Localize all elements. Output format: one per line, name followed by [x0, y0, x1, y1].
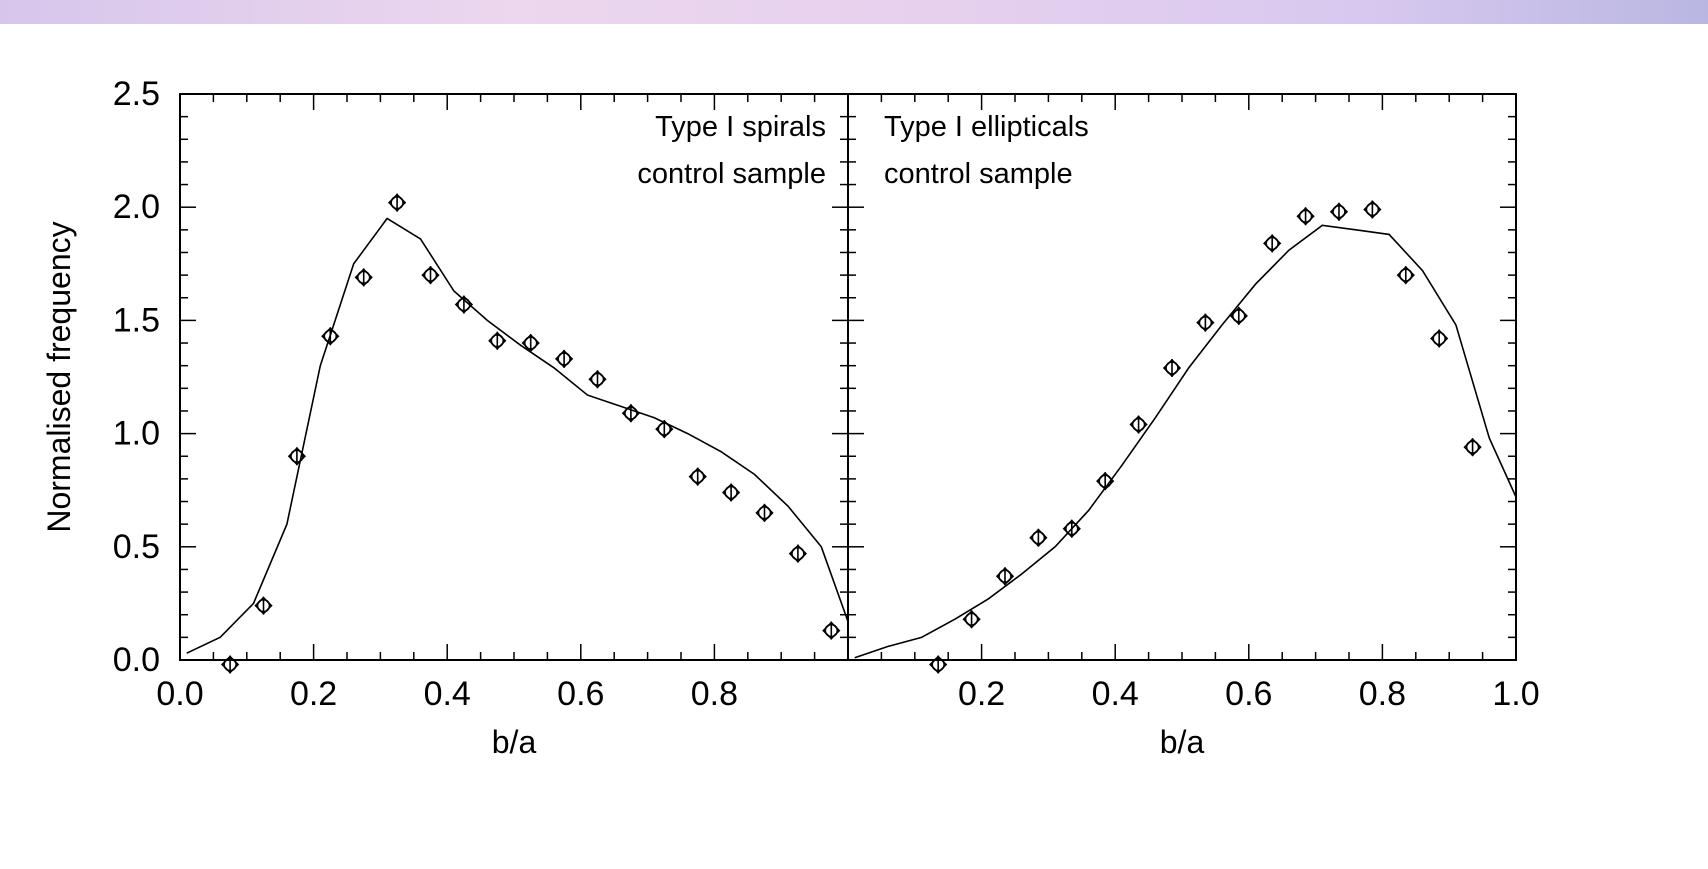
- data-point: [1463, 438, 1482, 457]
- left-x-axis-title: b/a: [492, 724, 537, 760]
- right-annotation-line-2: control sample: [884, 158, 1073, 190]
- left-x-tick-labels: 0.0 0.2 0.4 0.6 0.8: [156, 675, 738, 713]
- data-point: [387, 193, 407, 212]
- left-annotation-line-2: control sample: [637, 158, 826, 190]
- x-tick-label: 0.2: [958, 675, 1005, 713]
- data-point: [521, 333, 540, 353]
- data-point: [1029, 528, 1048, 547]
- y-tick-label: 2.0: [113, 188, 160, 226]
- y-tick-label: 0.0: [113, 641, 160, 679]
- data-point: [1096, 472, 1115, 491]
- left-panel: 0.0 0.2 0.4 0.6 0.8 0.0 0.5 1.0 1.5 2.0 2.5 Type …: [41, 75, 849, 760]
- data-point: [1229, 306, 1248, 326]
- x-tick-label: 0.8: [691, 675, 738, 713]
- data-point: [354, 268, 373, 287]
- data-point: [822, 621, 841, 640]
- data-point: [929, 655, 948, 674]
- data-point: [721, 483, 741, 502]
- data-point: [1363, 200, 1382, 219]
- right-x-axis-title: b/a: [1160, 724, 1205, 760]
- y-axis-title: Normalised frequency: [41, 221, 77, 532]
- data-point: [788, 544, 808, 563]
- y-tick-label: 1.0: [113, 415, 160, 453]
- data-point: [755, 503, 774, 522]
- x-tick-label: 0.8: [1359, 675, 1406, 713]
- data-point: [1196, 313, 1215, 332]
- data-point: [1263, 234, 1282, 253]
- left-points-group: [220, 193, 841, 674]
- data-point: [454, 295, 474, 314]
- left-ticks: [179, 93, 849, 661]
- data-point: [321, 327, 340, 346]
- data-point: [254, 596, 273, 615]
- data-point: [1062, 519, 1081, 538]
- data-point: [1296, 207, 1315, 226]
- data-point: [421, 265, 440, 285]
- data-point: [287, 447, 307, 466]
- x-tick-label: 0.0: [156, 675, 203, 713]
- right-annotation-line-1: Type I ellipticals: [884, 111, 1089, 143]
- y-tick-label: 0.5: [113, 528, 160, 566]
- model-curve: [186, 217, 849, 654]
- data-point: [621, 404, 641, 423]
- data-point: [1129, 415, 1148, 434]
- top-gradient-band: [0, 0, 1708, 24]
- model-curve: [854, 224, 1517, 659]
- right-curve-group: [854, 224, 1517, 659]
- right-x-tick-labels: 0.2 0.4 0.6 0.8 1.0: [958, 675, 1540, 713]
- x-tick-label: 1.0: [1492, 675, 1539, 713]
- right-points-group: [929, 200, 1482, 674]
- data-point: [995, 567, 1015, 586]
- data-point: [1396, 265, 1415, 285]
- y-tick-label: 1.5: [113, 301, 160, 339]
- data-point: [554, 349, 574, 369]
- left-curve-group: [186, 217, 849, 654]
- data-point: [688, 467, 707, 486]
- x-tick-label: 0.4: [1092, 675, 1139, 713]
- x-tick-label: 0.6: [1225, 675, 1272, 713]
- data-point: [655, 419, 674, 439]
- right-panel: 0.2 0.4 0.6 0.8 1.0 Type I ellipticals contr…: [847, 93, 1540, 760]
- y-tick-label: 2.5: [113, 75, 160, 113]
- data-point: [1162, 358, 1182, 378]
- x-tick-label: 0.4: [424, 675, 471, 713]
- data-point: [588, 370, 607, 389]
- data-point: [220, 655, 240, 674]
- data-point: [962, 610, 981, 629]
- data-point: [1430, 329, 1449, 348]
- data-point: [488, 331, 507, 350]
- x-tick-label: 0.6: [557, 675, 604, 713]
- data-point: [1329, 202, 1349, 221]
- right-ticks: [847, 93, 1517, 661]
- x-tick-label: 0.2: [290, 675, 337, 713]
- left-annotation-line-1: Type I spirals: [655, 111, 826, 143]
- left-y-tick-labels: 0.0 0.5 1.0 1.5 2.0 2.5: [113, 75, 160, 679]
